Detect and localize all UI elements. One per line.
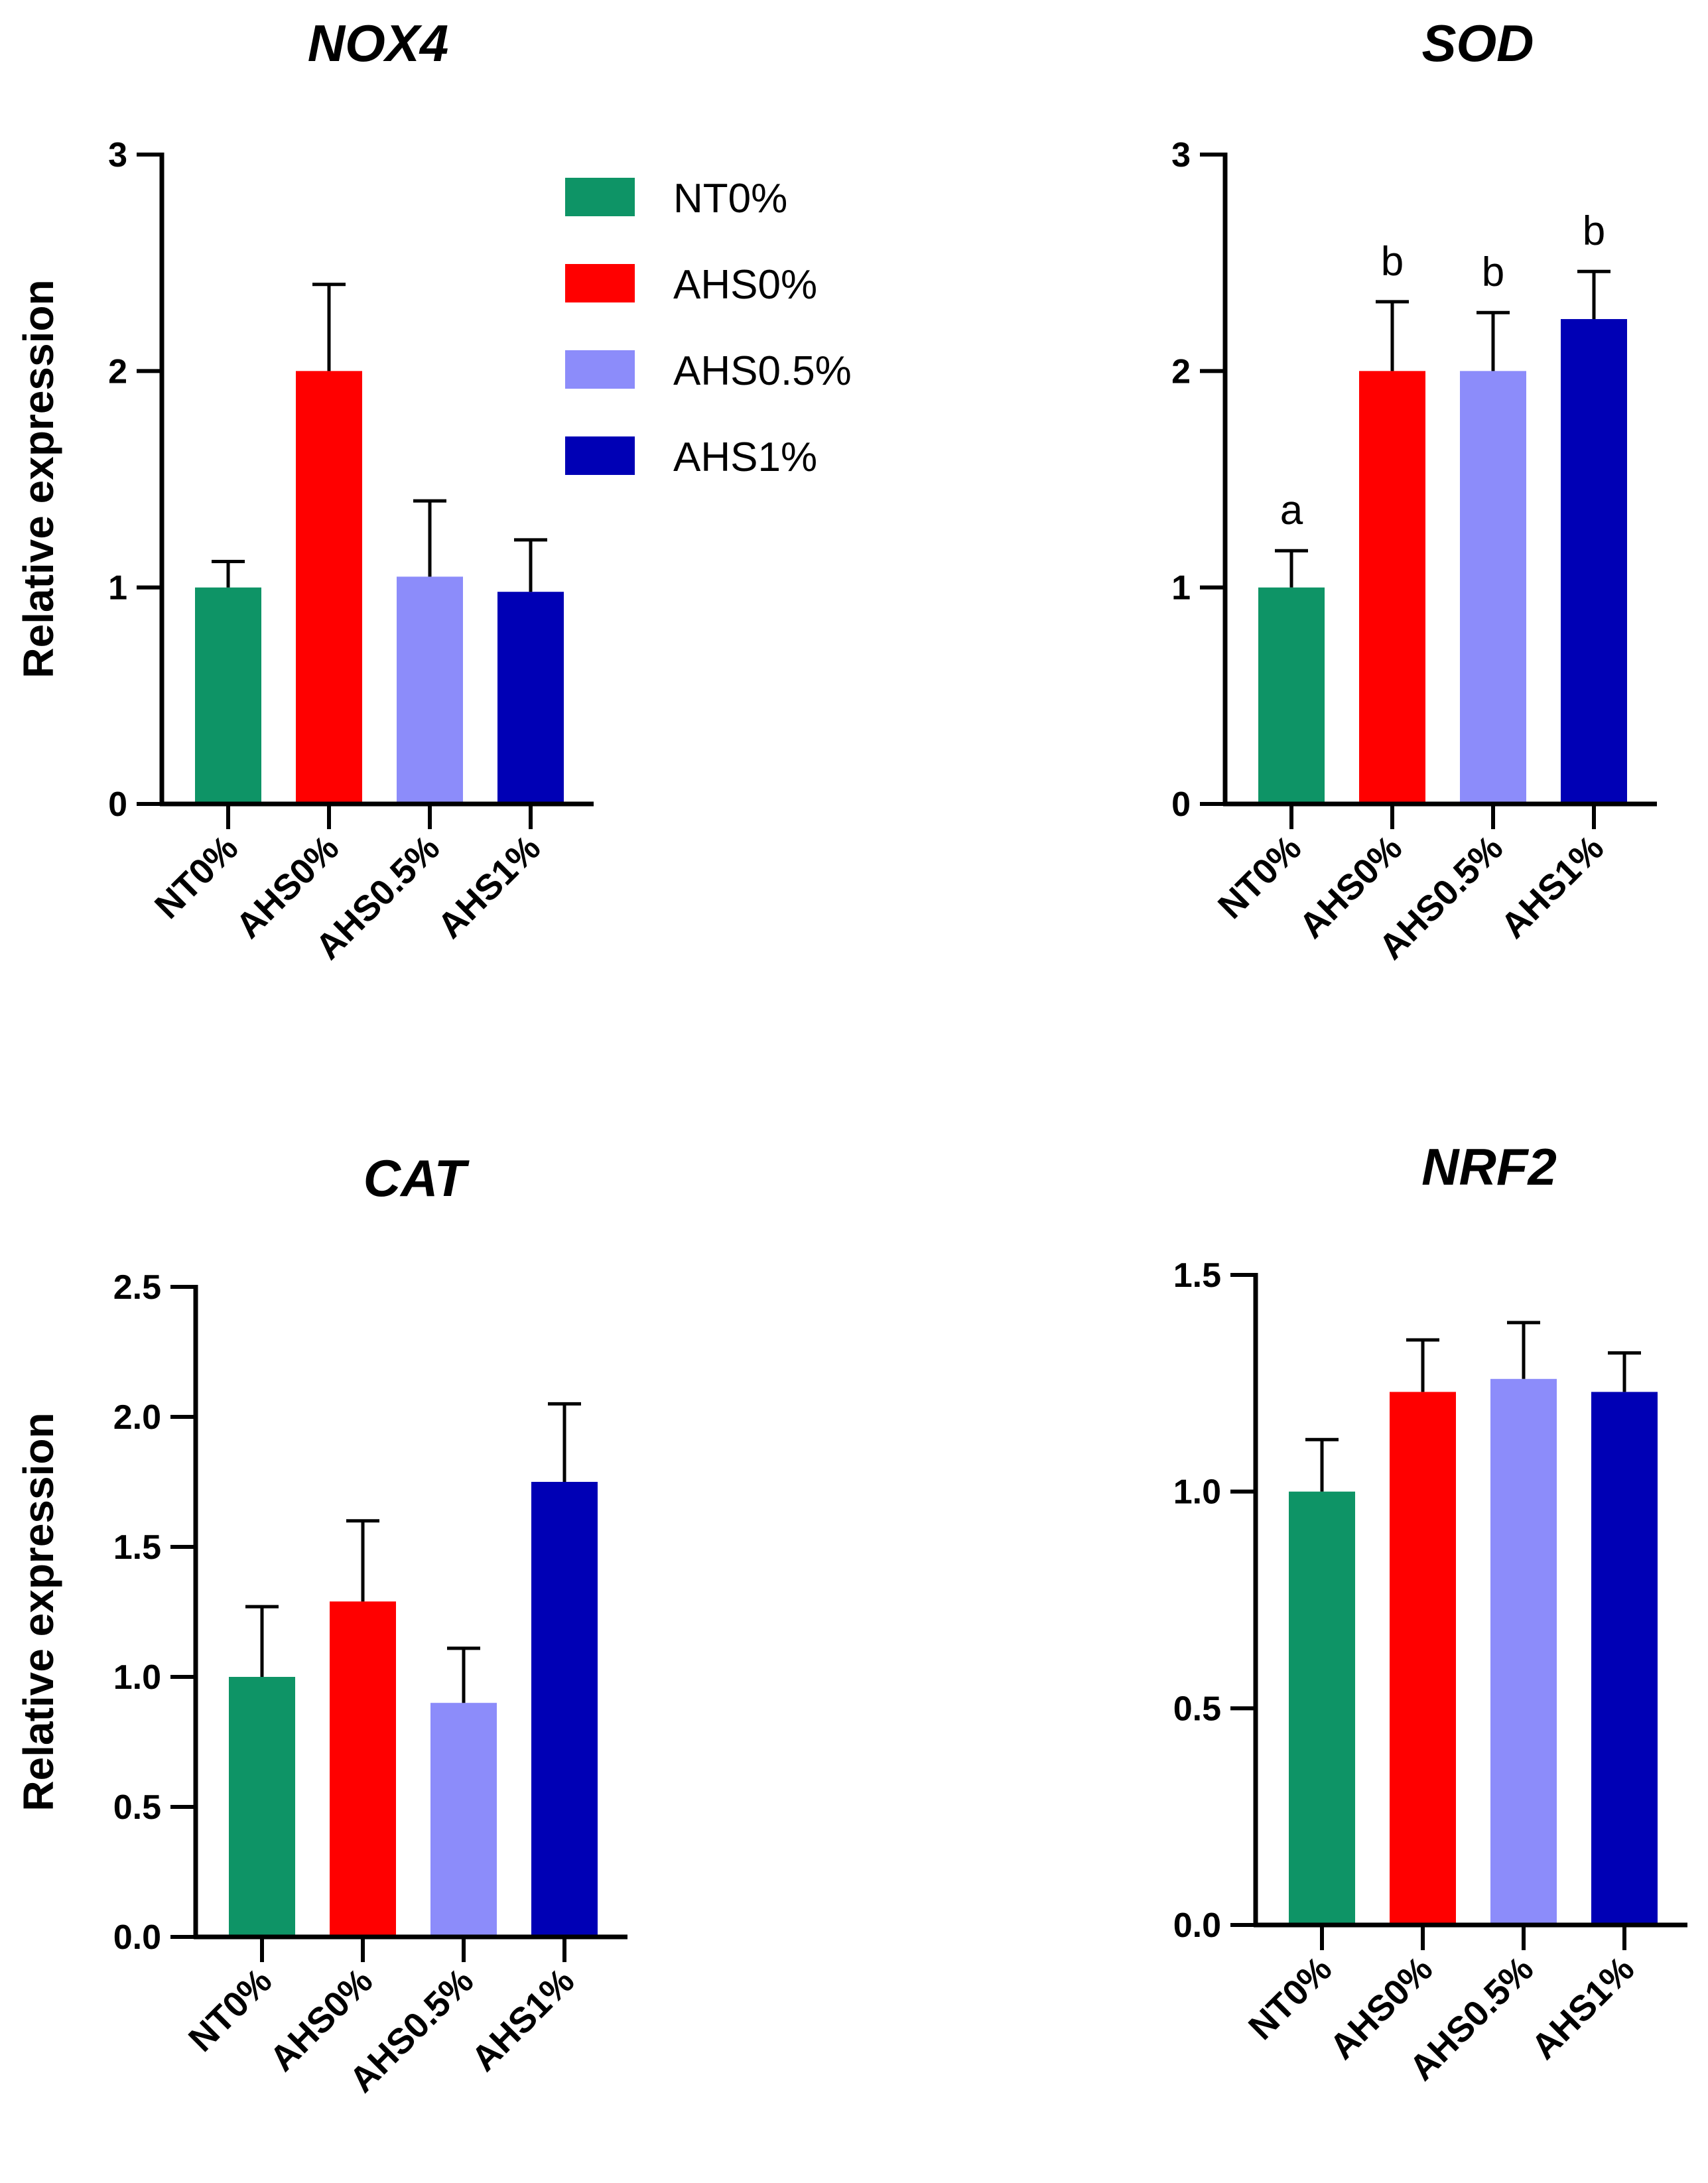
y-tick-label: 2.0 bbox=[113, 1398, 161, 1437]
significance-label: b bbox=[1583, 208, 1605, 254]
y-axis-label: Relative expression bbox=[15, 279, 62, 678]
x-tick-label: NT0% bbox=[147, 828, 246, 927]
bar-AHS0% bbox=[330, 1601, 396, 1937]
y-tick-label: 1.0 bbox=[1173, 1473, 1221, 1512]
significance-label: b bbox=[1482, 249, 1504, 295]
legend-swatch-AHS1% bbox=[565, 436, 635, 475]
y-tick-label: 1.0 bbox=[113, 1658, 161, 1697]
y-tick-label: 1.5 bbox=[113, 1528, 161, 1567]
y-tick-label: 1.5 bbox=[1173, 1256, 1221, 1295]
legend-label: AHS1% bbox=[673, 434, 817, 480]
x-tick-label: NT0% bbox=[1211, 828, 1309, 927]
bar-NT0% bbox=[195, 587, 261, 804]
y-tick-label: 2 bbox=[1171, 352, 1191, 391]
bar-AHS1% bbox=[497, 592, 564, 804]
chart-title: CAT bbox=[363, 1149, 470, 1207]
legend: NT0% AHS0% AHS0.5% AHS1% bbox=[565, 176, 852, 480]
y-tick-label: 0.0 bbox=[113, 1918, 161, 1957]
x-tick-label: AHS1% bbox=[430, 828, 548, 946]
chart-panels: NOX4 Relative expression NT0% AHS0% AHS0.5% A… bbox=[15, 14, 1687, 2100]
y-tick-label: 0 bbox=[1171, 785, 1191, 824]
legend-swatch-AHS0.5% bbox=[565, 350, 635, 389]
legend-label: AHS0% bbox=[673, 262, 817, 308]
x-tick-label: AHS1% bbox=[1493, 828, 1611, 946]
legend-label: AHS0.5% bbox=[673, 348, 852, 394]
x-tick-label: NT0% bbox=[1241, 1949, 1340, 2048]
bar-NT0% bbox=[229, 1677, 295, 1937]
y-tick-label: 0.5 bbox=[113, 1788, 161, 1827]
y-tick-label: 3 bbox=[1171, 136, 1191, 174]
x-tick-label: NT0% bbox=[181, 1961, 280, 2060]
y-tick-label: 0 bbox=[108, 785, 127, 824]
bar-NT0% bbox=[1289, 1491, 1355, 1925]
bar-AHS0% bbox=[1390, 1392, 1456, 1925]
bar-AHS0.5% bbox=[430, 1703, 497, 1937]
bar-AHS0.5% bbox=[1460, 371, 1526, 804]
bar-AHS0.5% bbox=[1490, 1378, 1557, 1925]
chart-title: NOX4 bbox=[308, 14, 448, 72]
legend-label: NT0% bbox=[673, 176, 787, 222]
bar-AHS1% bbox=[1591, 1392, 1658, 1925]
y-axis-label: Relative expression bbox=[15, 1412, 62, 1811]
y-tick-label: 3 bbox=[108, 136, 127, 174]
significance-label: b bbox=[1381, 239, 1404, 285]
bar-NT0% bbox=[1258, 587, 1325, 804]
y-tick-label: 1 bbox=[108, 569, 127, 608]
y-tick-label: 2.5 bbox=[113, 1268, 161, 1307]
bar-AHS1% bbox=[1561, 319, 1627, 805]
bar-AHS0.5% bbox=[397, 576, 463, 804]
y-tick-label: 0.0 bbox=[1173, 1906, 1221, 1945]
chart-title: NRF2 bbox=[1421, 1138, 1557, 1196]
y-tick-label: 2 bbox=[108, 352, 127, 391]
x-tick-label: AHS1% bbox=[1524, 1949, 1642, 2067]
chart-title: SOD bbox=[1421, 14, 1534, 72]
bar-AHS0% bbox=[296, 371, 362, 804]
legend-swatch-AHS0% bbox=[565, 264, 635, 302]
x-tick-label: AHS1% bbox=[464, 1961, 582, 2079]
legend-swatch-NT0% bbox=[565, 178, 635, 216]
bar-AHS0% bbox=[1359, 371, 1425, 804]
bar-AHS1% bbox=[531, 1482, 598, 1937]
y-tick-label: 0.5 bbox=[1173, 1689, 1221, 1728]
y-tick-label: 1 bbox=[1171, 569, 1191, 608]
significance-label: a bbox=[1280, 488, 1303, 533]
